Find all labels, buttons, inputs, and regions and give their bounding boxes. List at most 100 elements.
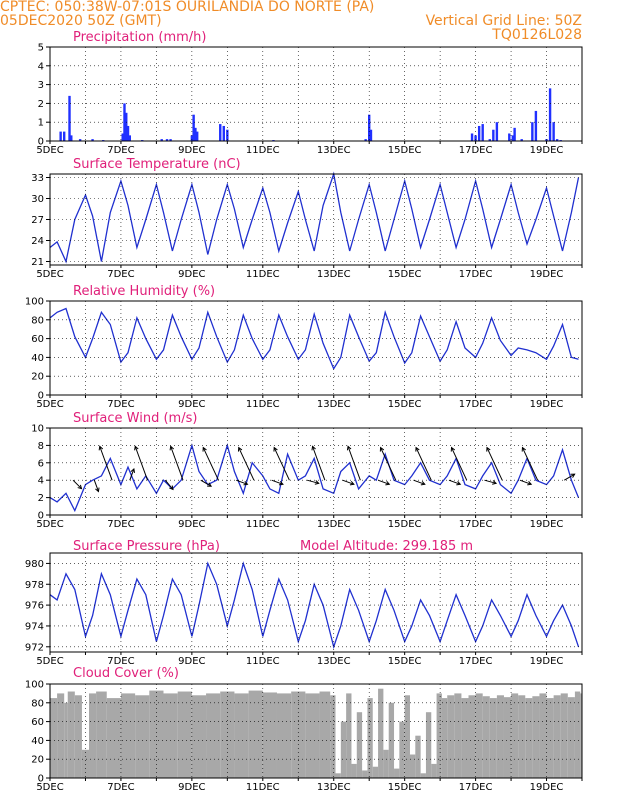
panel-0-bar xyxy=(470,133,474,141)
wind-arrow xyxy=(129,468,135,481)
panel-0-bar xyxy=(195,131,199,141)
panel-2-xtick-label: 19DEC xyxy=(530,399,564,410)
panel-5-area-bar xyxy=(489,698,497,778)
panel-5-area-bar xyxy=(574,691,581,778)
wind-arrow xyxy=(200,479,212,487)
panel-0-bar xyxy=(123,103,126,141)
panel-5-area-bar xyxy=(163,693,178,778)
panel-2-xtick-label: 11DEC xyxy=(246,399,280,410)
panel-5-area-bar xyxy=(362,770,368,778)
panel-0-bar xyxy=(192,114,195,141)
panel-5-area-bar xyxy=(206,693,221,778)
panel-1-series-line xyxy=(49,171,580,264)
wind-arrow xyxy=(342,479,355,485)
panel-0-title: Precipitation (mm/h) xyxy=(73,30,206,45)
panel-5-area-bar xyxy=(340,721,347,778)
panel-5-ytick-label: 60 xyxy=(31,717,44,728)
panel-5-xtick-label: 17DEC xyxy=(459,782,493,793)
wind-arrow-head xyxy=(450,446,456,452)
panel-5-area-bar xyxy=(468,695,476,778)
panel-0-ytick-label: 5 xyxy=(38,43,44,54)
panel-5-area-bar xyxy=(454,693,462,778)
panel-5-area-bar xyxy=(81,749,90,778)
panel-5-area-bar xyxy=(532,696,540,778)
panel-5-ytick-label: 0 xyxy=(38,774,44,785)
panel-3-xtick-label: 19DEC xyxy=(530,519,564,530)
panel-2-ytick-label: 100 xyxy=(25,297,44,308)
wind-arrow xyxy=(202,447,219,481)
panel-4-xtick-label: 11DEC xyxy=(246,656,280,667)
panel-0-bar xyxy=(91,139,94,141)
panel-4-xtick-label: 9DEC xyxy=(178,656,205,667)
wind-arrow xyxy=(134,446,149,481)
panel-0-bar xyxy=(126,125,130,141)
panel-0-xtick-label: 13DEC xyxy=(317,145,351,156)
wind-arrow xyxy=(271,479,284,485)
panel-5-area-bar xyxy=(319,691,331,778)
wind-arrow xyxy=(170,446,184,481)
panel-5-xtick-label: 19DEC xyxy=(530,782,564,793)
wind-arrow-head xyxy=(77,484,83,490)
wind-arrow xyxy=(273,447,290,481)
panel-0-bar xyxy=(59,131,62,141)
panel-5-xtick-label: 11DEC xyxy=(246,782,280,793)
panel-5-area-bar xyxy=(64,702,68,778)
panel-4-title: Surface Pressure (hPa) xyxy=(73,539,220,554)
panel-0-bar xyxy=(552,122,555,141)
panel-4-ytick-label: 978 xyxy=(25,580,44,591)
panel-5-area-bar xyxy=(511,693,519,778)
panel-5-area-bar xyxy=(74,695,82,778)
panel-4-xtick-label: 17DEC xyxy=(459,656,493,667)
panel-0-bar xyxy=(125,112,128,141)
wind-arrow xyxy=(486,447,503,481)
panel-1-ytick-label: 27 xyxy=(31,215,44,226)
panel-2-title: Relative Humidity (%) xyxy=(73,284,215,299)
panel-2-ytick-label: 60 xyxy=(31,334,44,345)
panel-5-area-bar xyxy=(461,698,469,778)
wind-arrow xyxy=(72,479,82,490)
panel-2-ytick-label: 80 xyxy=(31,315,44,326)
panel-5-area-bar xyxy=(57,693,65,778)
wind-arrow xyxy=(347,446,361,481)
panel-2-series-line xyxy=(49,307,579,371)
panel-0-bar xyxy=(488,139,491,141)
wind-arrow-head xyxy=(273,446,278,452)
panel-1-ytick-label: 24 xyxy=(31,236,44,247)
panel-0-ytick-label: 4 xyxy=(38,61,44,72)
panel-5-area-bar xyxy=(567,697,575,778)
wind-arrow xyxy=(519,479,532,485)
wind-arrow xyxy=(564,473,575,481)
panel-4-annotation: Model Altitude: 299.185 m xyxy=(300,539,473,554)
panel-2-xtick-label: 17DEC xyxy=(459,399,493,410)
panel-0-bar xyxy=(511,135,515,141)
wind-arrow-head xyxy=(456,480,462,486)
panel-5-area-bar xyxy=(580,693,582,778)
panel-5-area-bar xyxy=(441,698,448,778)
panel-2-ytick-label: 0 xyxy=(38,391,44,402)
wind-arrow xyxy=(413,479,425,485)
wind-arrow xyxy=(312,446,326,481)
panel-5-area-bar xyxy=(431,763,437,778)
panel-3-ytick-label: 4 xyxy=(38,476,44,487)
panel-5-area-bar xyxy=(425,712,432,778)
panel-0-bar xyxy=(548,88,552,141)
panel-5-area-bar xyxy=(367,698,373,778)
panel-5-area-bar xyxy=(475,693,483,778)
panel-0-bar xyxy=(555,139,559,141)
panel-0-bar xyxy=(190,135,194,141)
panel-5-area-bar xyxy=(335,773,341,778)
panel-5-area-bar xyxy=(409,754,416,778)
wind-arrow-head xyxy=(278,480,284,486)
header-right-line1: Vertical Grid Line: 50Z xyxy=(425,13,582,29)
panel-4-ytick-label: 974 xyxy=(25,621,44,632)
wind-arrow-head xyxy=(311,445,316,451)
panel-0-ytick-label: 1 xyxy=(38,118,44,129)
panel-3-ytick-label: 8 xyxy=(38,441,44,452)
panel-5-area-bar xyxy=(420,773,426,778)
panel-1-ytick-label: 33 xyxy=(31,173,44,184)
wind-arrow xyxy=(451,447,468,481)
panel-3-series-line xyxy=(49,443,580,513)
panel-4-xtick-label: 7DEC xyxy=(107,656,134,667)
panel-5-ytick-label: 20 xyxy=(31,755,44,766)
